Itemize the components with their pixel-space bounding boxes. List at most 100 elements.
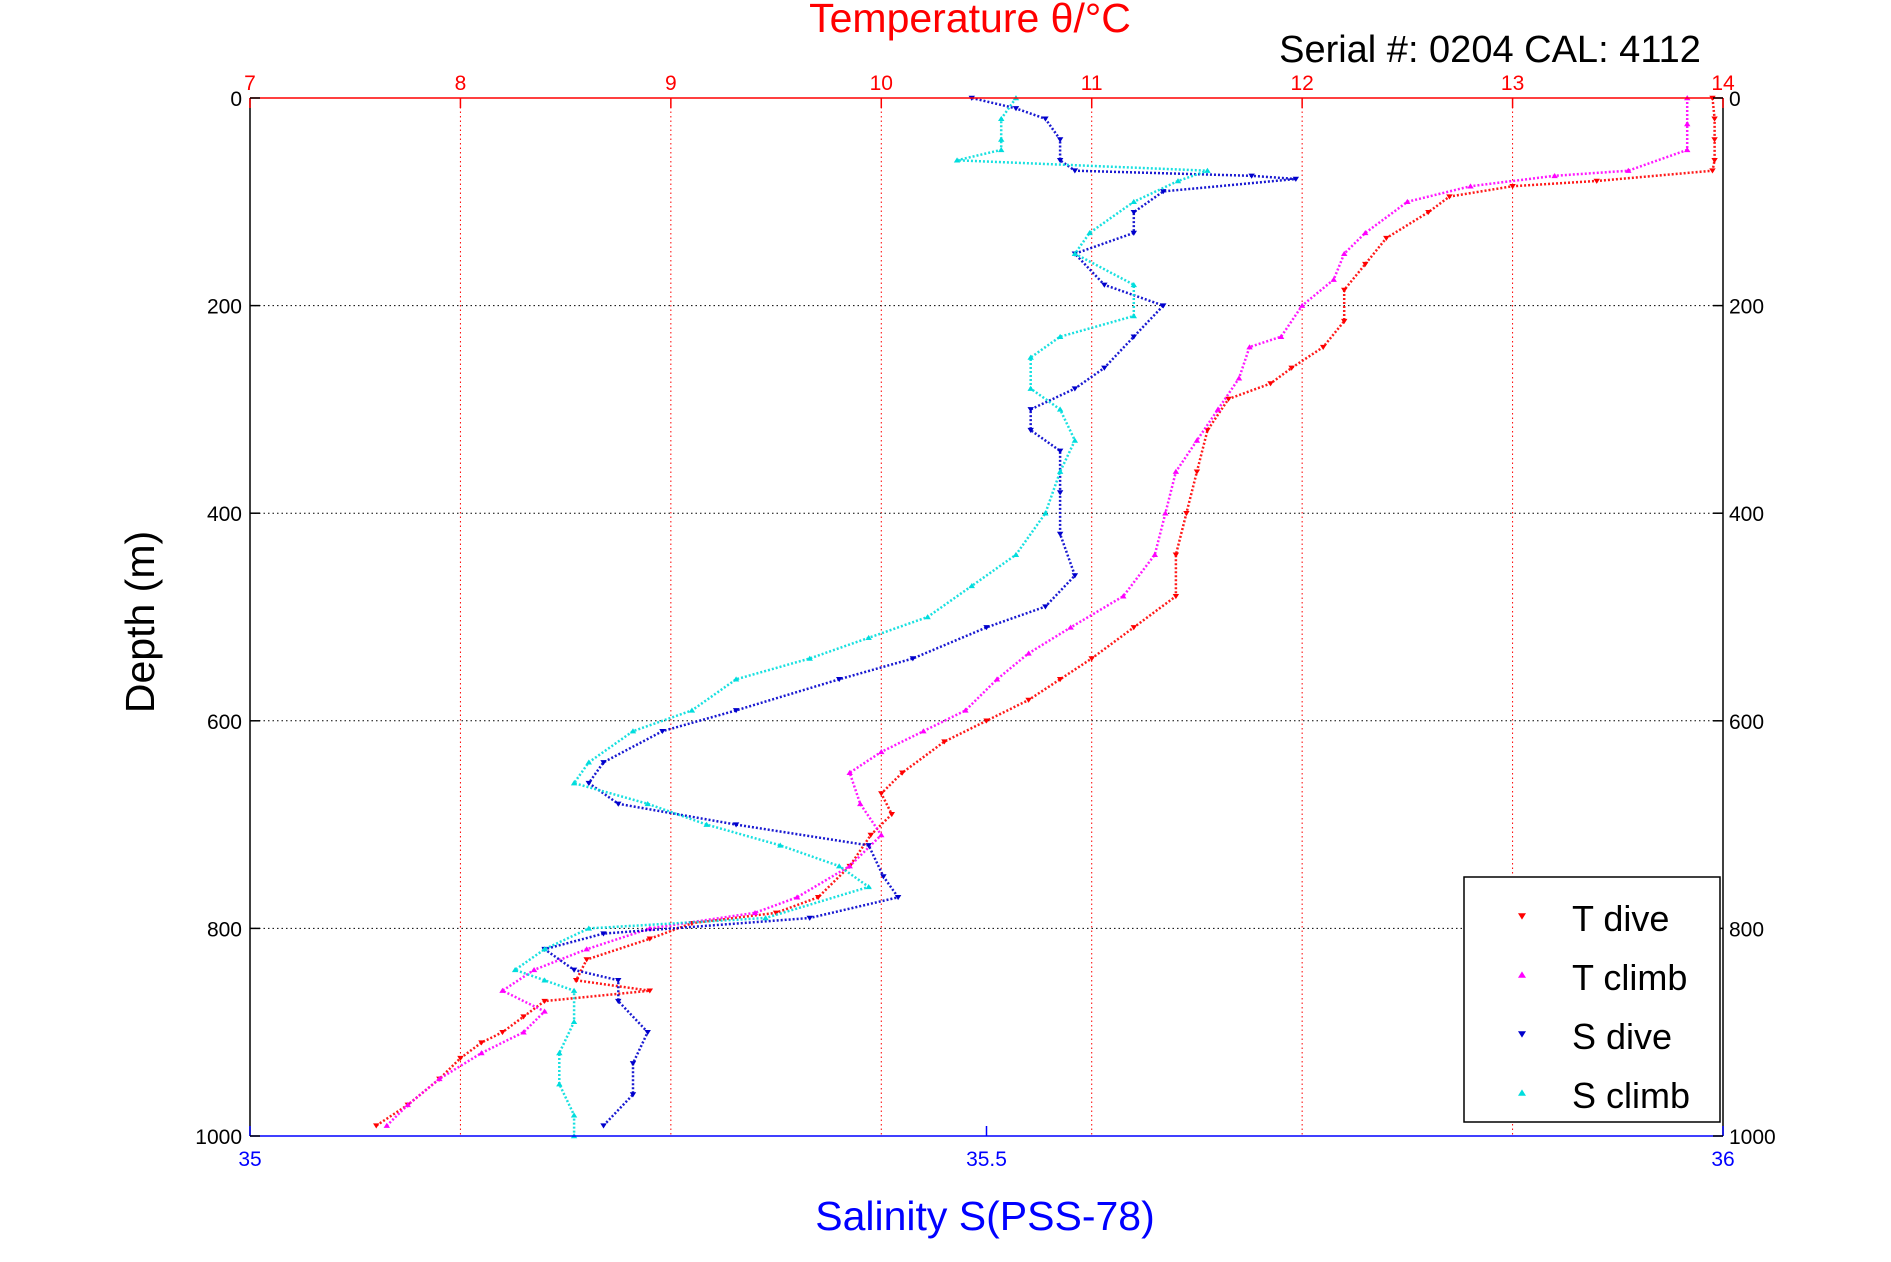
data-point-t-dive bbox=[888, 811, 896, 818]
data-point-t-dive bbox=[1225, 396, 1232, 402]
data-point-s-climb bbox=[1130, 313, 1137, 319]
data-point-t-dive bbox=[478, 1040, 485, 1046]
data-point-t-dive bbox=[1183, 510, 1190, 517]
data-point-s-dive bbox=[1027, 427, 1034, 434]
data-point-t-dive bbox=[1425, 209, 1432, 216]
data-point-s-dive bbox=[1056, 531, 1064, 537]
data-point-t-dive bbox=[1711, 137, 1718, 143]
data-point-t-climb bbox=[1298, 302, 1306, 308]
data-point-t-climb bbox=[1362, 230, 1369, 236]
data-point-t-dive bbox=[772, 910, 780, 916]
data-point-t-dive bbox=[1172, 552, 1180, 558]
data-point-s-climb bbox=[1027, 354, 1034, 360]
data-point-t-climb bbox=[436, 1076, 443, 1082]
data-point-t-climb bbox=[751, 909, 759, 916]
data-point-s-dive bbox=[865, 843, 872, 849]
salinity-tick-label: 35.5 bbox=[966, 1148, 1007, 1171]
data-point-s-climb bbox=[953, 157, 961, 163]
data-point-s-climb bbox=[585, 759, 592, 765]
depth-tick-label-left: 600 bbox=[207, 711, 242, 734]
data-point-s-dive bbox=[644, 1029, 651, 1036]
temperature-tick-label: 14 bbox=[1711, 72, 1735, 95]
data-point-t-dive bbox=[1172, 594, 1180, 600]
data-point-s-dive bbox=[1042, 116, 1049, 122]
data-point-s-dive bbox=[894, 895, 902, 901]
data-point-t-dive bbox=[1383, 235, 1390, 242]
data-point-t-climb bbox=[383, 1122, 390, 1128]
temperature-tick-label: 8 bbox=[455, 72, 467, 95]
temperature-tick-label: 9 bbox=[665, 72, 677, 95]
data-point-t-dive bbox=[1509, 183, 1516, 190]
data-point-t-dive bbox=[1193, 469, 1201, 475]
depth-tick-label-right: 400 bbox=[1729, 503, 1764, 526]
data-point-s-dive bbox=[1130, 209, 1137, 216]
data-point-s-climb bbox=[703, 821, 710, 827]
data-point-s-dive bbox=[1101, 282, 1108, 288]
data-point-t-dive bbox=[1130, 625, 1137, 631]
data-point-t-dive bbox=[1341, 287, 1348, 293]
data-point-t-climb bbox=[541, 1008, 548, 1014]
data-point-s-climb bbox=[556, 1050, 563, 1056]
data-point-s-dive bbox=[880, 874, 887, 880]
data-point-s-dive bbox=[1056, 490, 1064, 496]
data-point-s-climb bbox=[762, 915, 769, 921]
data-point-t-climb bbox=[1172, 468, 1180, 474]
data-point-s-climb bbox=[541, 977, 548, 983]
salinity-tick-label: 35 bbox=[238, 1148, 261, 1171]
data-point-s-climb bbox=[688, 707, 696, 713]
data-point-t-climb bbox=[1277, 333, 1285, 339]
data-point-t-climb bbox=[1025, 650, 1032, 656]
data-point-s-dive bbox=[1160, 303, 1167, 309]
serial-cal-label: Serial #: 0204 CAL: 4112 bbox=[1279, 29, 1701, 71]
data-point-t-climb bbox=[530, 967, 538, 973]
data-point-t-dive bbox=[457, 1055, 464, 1062]
data-point-t-climb bbox=[993, 676, 1001, 682]
data-point-t-dive bbox=[814, 895, 822, 901]
data-point-t-dive bbox=[499, 1029, 506, 1036]
data-point-s-climb bbox=[556, 1081, 563, 1087]
data-point-t-climb bbox=[1193, 437, 1201, 443]
data-point-s-climb bbox=[1086, 230, 1093, 236]
data-point-t-dive bbox=[983, 718, 990, 724]
data-point-s-climb bbox=[777, 842, 784, 848]
legend-marker-t-dive bbox=[1518, 913, 1526, 920]
data-point-s-climb bbox=[1042, 510, 1049, 516]
data-point-s-climb bbox=[1056, 468, 1064, 474]
data-point-t-climb bbox=[1067, 624, 1074, 630]
data-point-s-climb bbox=[541, 946, 548, 952]
data-point-t-climb bbox=[499, 987, 506, 993]
legend: T dive T climb S dive S climb bbox=[1463, 876, 1721, 1123]
data-point-s-dive bbox=[1071, 168, 1079, 174]
data-point-s-dive bbox=[732, 708, 740, 714]
depth-axis-label: Depth (m) bbox=[117, 531, 163, 713]
data-point-s-climb bbox=[865, 634, 872, 640]
data-point-s-dive bbox=[909, 656, 917, 662]
data-point-s-dive bbox=[1012, 106, 1020, 112]
data-point-s-climb bbox=[511, 967, 519, 973]
data-point-s-dive bbox=[629, 1092, 637, 1098]
data-point-t-climb bbox=[1151, 551, 1159, 557]
data-point-t-climb bbox=[846, 863, 853, 869]
data-point-t-dive bbox=[1025, 697, 1032, 703]
data-point-s-climb bbox=[1071, 250, 1079, 256]
data-series bbox=[373, 95, 1718, 1139]
data-point-t-dive bbox=[941, 739, 948, 745]
data-point-t-dive bbox=[1593, 178, 1600, 184]
data-point-t-dive bbox=[1267, 381, 1274, 387]
data-point-t-dive bbox=[1711, 158, 1718, 164]
data-point-s-dive bbox=[732, 822, 740, 828]
data-point-t-climb bbox=[1404, 198, 1411, 205]
depth-tick-label-right: 600 bbox=[1729, 711, 1764, 734]
data-point-t-dive bbox=[1446, 194, 1453, 200]
data-point-s-climb bbox=[1130, 198, 1137, 205]
data-point-t-climb bbox=[793, 894, 801, 900]
salinity-tick-label: 36 bbox=[1711, 1148, 1734, 1171]
data-point-t-climb bbox=[478, 1050, 485, 1056]
depth-tick-label-right: 800 bbox=[1729, 918, 1764, 941]
temperature-tick-label: 10 bbox=[870, 72, 893, 95]
data-point-t-climb bbox=[920, 728, 927, 734]
salinity-axis-label: Salinity S(PSS-78) bbox=[815, 1193, 1155, 1239]
data-point-s-climb bbox=[806, 655, 813, 661]
data-point-s-climb bbox=[836, 863, 843, 869]
